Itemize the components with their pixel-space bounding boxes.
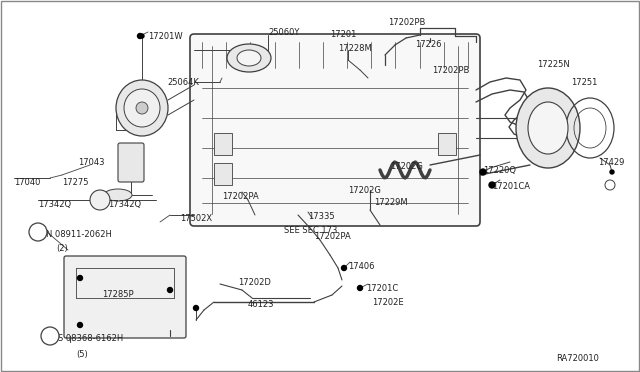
Text: 17342Q: 17342Q [38,200,71,209]
Text: 17406: 17406 [348,262,374,271]
Text: 17202E: 17202E [372,298,404,307]
Ellipse shape [90,190,110,210]
Text: 17201CA: 17201CA [492,182,530,191]
Circle shape [77,323,83,327]
Circle shape [140,34,144,38]
Text: 17220Q: 17220Q [483,166,516,175]
Text: 17335: 17335 [308,212,335,221]
FancyBboxPatch shape [190,34,480,226]
Text: S 08368-6162H: S 08368-6162H [58,334,124,343]
Ellipse shape [237,50,261,66]
Ellipse shape [41,327,59,345]
Text: 17225N: 17225N [537,60,570,69]
Circle shape [193,305,198,311]
Circle shape [610,170,614,174]
Text: 46123: 46123 [248,300,275,309]
Bar [214,163,232,185]
Text: SEE SEC.173: SEE SEC.173 [284,226,337,235]
Text: 17202G: 17202G [390,162,423,171]
FancyBboxPatch shape [64,256,186,338]
Text: 17202PB: 17202PB [388,18,426,27]
Text: 17251: 17251 [571,78,597,87]
Text: (5): (5) [76,350,88,359]
Ellipse shape [124,89,160,127]
FancyBboxPatch shape [118,143,144,182]
Ellipse shape [116,80,168,136]
Text: RA720010: RA720010 [556,354,599,363]
Text: (2): (2) [56,244,68,253]
Text: 25060Y: 25060Y [268,28,300,37]
Ellipse shape [227,44,271,72]
Text: S: S [47,333,52,339]
Circle shape [168,288,173,292]
Ellipse shape [104,189,132,201]
Text: 17202PB: 17202PB [432,66,469,75]
Text: 17502X: 17502X [180,214,212,223]
Circle shape [480,169,486,175]
Bar [214,133,232,155]
Text: 17342Q: 17342Q [108,200,141,209]
Text: 17228M: 17228M [338,44,372,53]
Circle shape [138,33,143,38]
Text: 17201: 17201 [330,30,356,39]
Circle shape [489,182,495,188]
Ellipse shape [516,88,580,168]
Ellipse shape [29,223,47,241]
Circle shape [358,285,362,291]
Text: N 08911-2062H: N 08911-2062H [46,230,112,239]
Ellipse shape [136,102,148,114]
Text: 17275: 17275 [62,178,88,187]
Text: N: N [35,229,41,235]
Text: 25064K: 25064K [167,78,199,87]
Text: 17226: 17226 [415,40,442,49]
Text: 17201W: 17201W [148,32,182,41]
Text: 17043: 17043 [78,158,104,167]
Text: 17202G: 17202G [348,186,381,195]
Circle shape [342,266,346,270]
Text: 17202D: 17202D [238,278,271,287]
Text: 17202PA: 17202PA [314,232,351,241]
Text: 17040: 17040 [14,178,40,187]
Circle shape [77,276,83,280]
Text: 17229M: 17229M [374,198,408,207]
Text: 17201C: 17201C [366,284,398,293]
Text: 17202PA: 17202PA [222,192,259,201]
Text: 17429: 17429 [598,158,625,167]
Bar [438,133,456,155]
Ellipse shape [528,102,568,154]
Text: 17285P: 17285P [102,290,134,299]
